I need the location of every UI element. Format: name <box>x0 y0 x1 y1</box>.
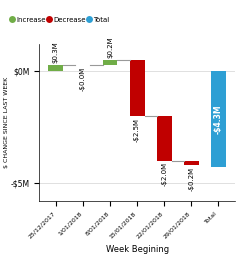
Y-axis label: $ CHANGE SINCE LAST WEEK: $ CHANGE SINCE LAST WEEK <box>4 77 9 168</box>
Legend: Increase, Decrease, Total: Increase, Decrease, Total <box>8 13 112 26</box>
Text: -$4.3M: -$4.3M <box>214 104 223 134</box>
Bar <box>157 116 172 160</box>
Text: $0.3M: $0.3M <box>53 41 59 63</box>
Text: -$2.0M: -$2.0M <box>161 162 167 187</box>
X-axis label: Week Begining: Week Begining <box>106 245 169 254</box>
Bar <box>130 60 145 116</box>
Bar <box>184 160 199 165</box>
Bar <box>48 64 63 71</box>
Text: -$0.0M: -$0.0M <box>80 66 86 91</box>
Text: -$0.2M: -$0.2M <box>188 167 194 191</box>
Text: $0.2M: $0.2M <box>107 37 113 58</box>
Bar <box>211 71 226 167</box>
Text: -$2.5M: -$2.5M <box>134 118 140 142</box>
Bar <box>103 60 117 64</box>
